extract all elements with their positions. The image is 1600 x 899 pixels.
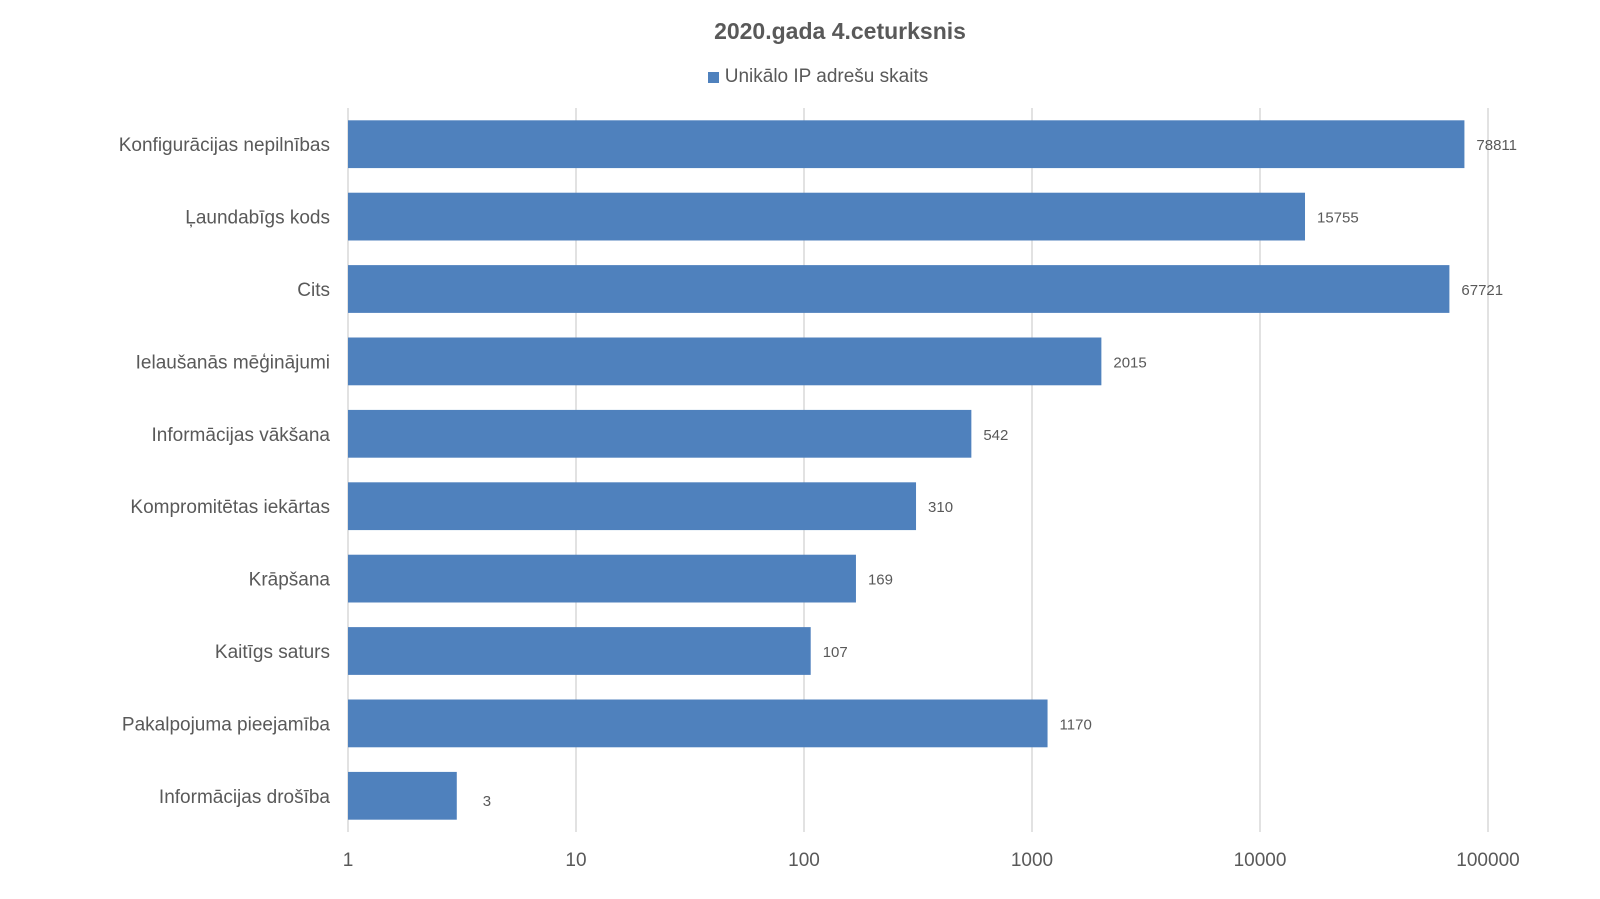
bar bbox=[348, 627, 811, 675]
bar bbox=[348, 554, 856, 603]
x-tick-label: 100 bbox=[788, 850, 820, 871]
data-label: 542 bbox=[983, 427, 1008, 444]
data-label: 2015 bbox=[1113, 354, 1146, 371]
category-label: Krāpšana bbox=[249, 570, 331, 591]
x-tick-label: 10000 bbox=[1234, 850, 1287, 871]
x-tick-label: 1 bbox=[343, 850, 354, 871]
data-label: 67721 bbox=[1461, 282, 1503, 299]
data-label: 310 bbox=[928, 499, 953, 516]
legend-label: Unikālo IP adrešu skaits bbox=[724, 66, 929, 87]
data-label: 3 bbox=[483, 793, 491, 810]
bar bbox=[348, 482, 917, 531]
category-label: Kaitīgs saturs bbox=[215, 642, 330, 663]
category-label: Ļaundabīgs kods bbox=[185, 208, 330, 229]
data-label: 78811 bbox=[1476, 137, 1517, 154]
category-label: Informācijas vākšana bbox=[152, 425, 331, 446]
legend: Unikālo IP adrešu skaits bbox=[0, 66, 1600, 88]
x-tick-label: 1000 bbox=[1011, 850, 1053, 871]
chart-title: 2020.gada 4.ceturksnis bbox=[714, 18, 966, 44]
category-label: Cits bbox=[297, 280, 330, 301]
data-label: 15755 bbox=[1317, 210, 1359, 227]
category-label: Informācijas drošība bbox=[159, 787, 331, 808]
category-label: Kompromitētas iekārtas bbox=[130, 497, 330, 518]
category-label: Pakalpojuma pieejamība bbox=[122, 714, 331, 735]
x-tick-label: 10 bbox=[565, 850, 586, 871]
bar bbox=[348, 337, 1102, 386]
category-label: Ielaušanās mēģinājumi bbox=[136, 352, 330, 373]
bar bbox=[348, 265, 1450, 313]
bar bbox=[348, 771, 457, 820]
bar bbox=[348, 409, 972, 458]
data-label: 1170 bbox=[1060, 716, 1092, 733]
category-label: Konfigurācijas nepilnības bbox=[119, 135, 330, 156]
data-label: 107 bbox=[823, 644, 848, 661]
bar bbox=[348, 699, 1048, 748]
data-label: 169 bbox=[868, 572, 893, 589]
bar bbox=[348, 120, 1465, 169]
x-tick-label: 100000 bbox=[1456, 850, 1519, 871]
legend-swatch bbox=[707, 71, 719, 83]
bar bbox=[348, 192, 1306, 241]
